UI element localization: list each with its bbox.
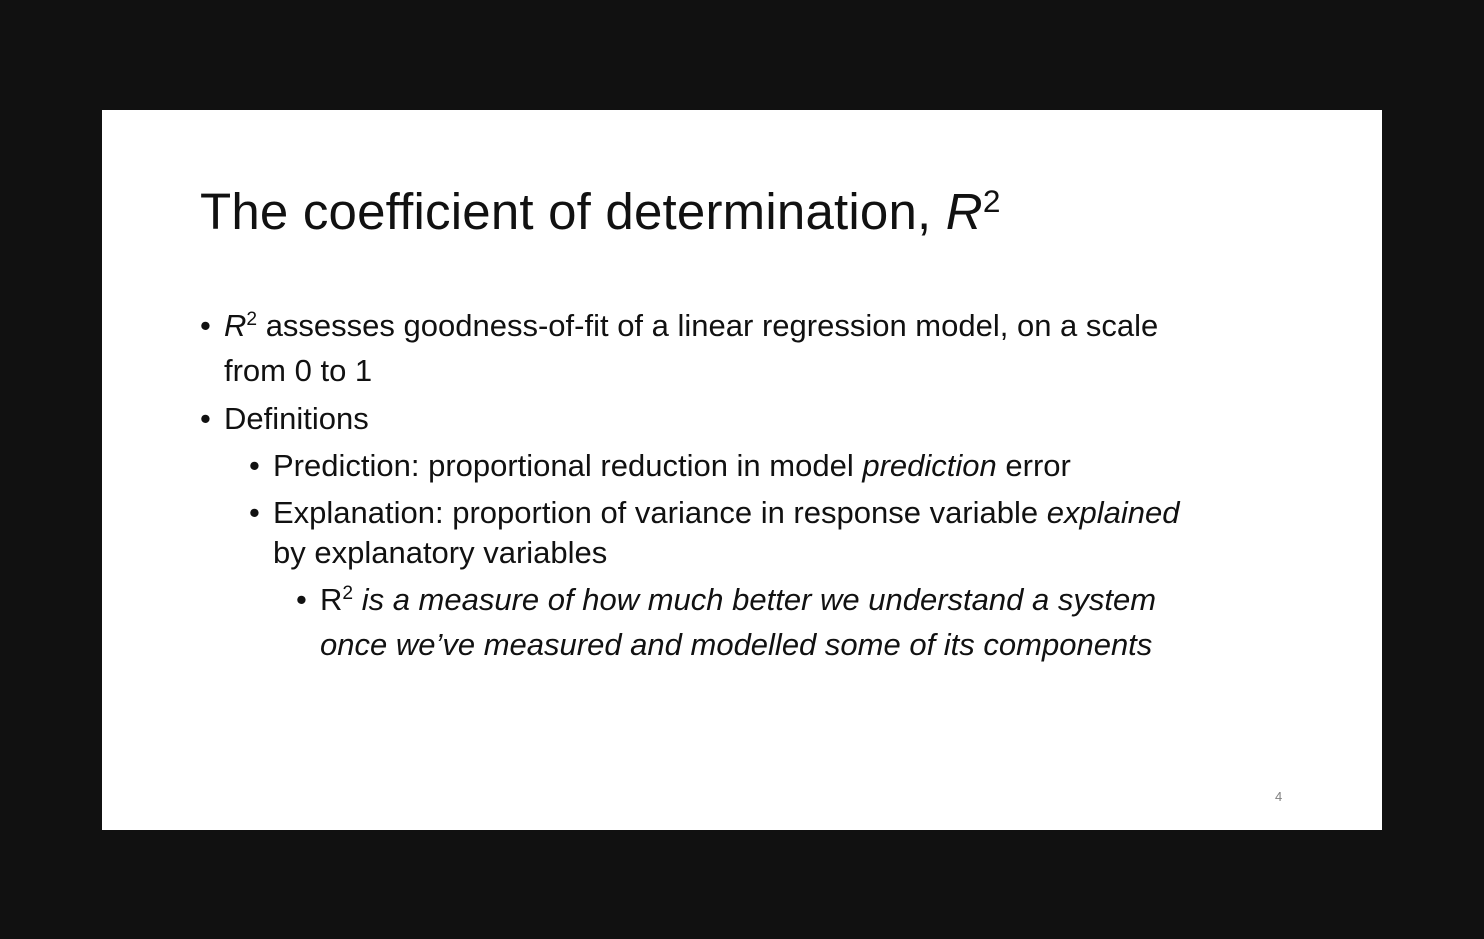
slide: The coefficient of determination, R2 • R… (102, 110, 1382, 830)
bullet-dot: • (249, 495, 260, 530)
bullet-line-continued: from 0 to 1 (224, 353, 373, 388)
bullet-line: R2 assesses goodness-of-fit of a linear … (224, 306, 1158, 351)
bullet-emphasis: prediction (862, 448, 997, 483)
bullet-definitions: • Definitions (200, 399, 369, 439)
bullet-dot: • (249, 448, 260, 483)
r-exponent: 2 (342, 583, 354, 605)
r-symbol: R (224, 308, 247, 343)
slide-title-symbol: R (945, 183, 983, 240)
sub-bullet-explanation: • Explanation: proportion of variance in… (249, 493, 1179, 573)
sub-sub-bullet-r-squared-meaning: • R2 is a measure of how much better we … (296, 580, 1156, 665)
slide-title: The coefficient of determination, R2 (200, 182, 1001, 240)
bullet-text: Prediction: proportional reduction in mo… (273, 448, 863, 483)
r-exponent: 2 (246, 309, 258, 331)
slide-page-number: 4 (1275, 789, 1283, 804)
bullet-line: Explanation: proportion of variance in r… (273, 493, 1179, 533)
bullet-text: Definitions (224, 401, 369, 436)
slide-title-exponent: 2 (982, 182, 1001, 219)
bullet-text-end: error (996, 448, 1071, 483)
slide-title-text: The coefficient of determination, (200, 183, 946, 240)
bullet-dot: • (296, 582, 307, 617)
bullet-r-squared-intro: • R2 assesses goodness-of-fit of a linea… (200, 306, 1158, 391)
bullet-line: R2 is a measure of how much better we un… (320, 580, 1156, 625)
bullet-line-continued: once we’ve measured and modelled some of… (320, 627, 1153, 662)
bullet-text: assesses goodness-of-fit of a linear reg… (257, 308, 1159, 343)
bullet-line-continued: by explanatory variables (273, 535, 608, 570)
bullet-text: is a measure of how much better we under… (353, 582, 1157, 617)
bullet-text: Explanation: proportion of variance in r… (273, 495, 1047, 530)
r-symbol: R (320, 582, 343, 617)
bullet-dot: • (200, 401, 211, 436)
sub-bullet-prediction: • Prediction: proportional reduction in … (249, 446, 1071, 486)
bullet-dot: • (200, 308, 211, 343)
bullet-emphasis: explained (1046, 495, 1180, 530)
